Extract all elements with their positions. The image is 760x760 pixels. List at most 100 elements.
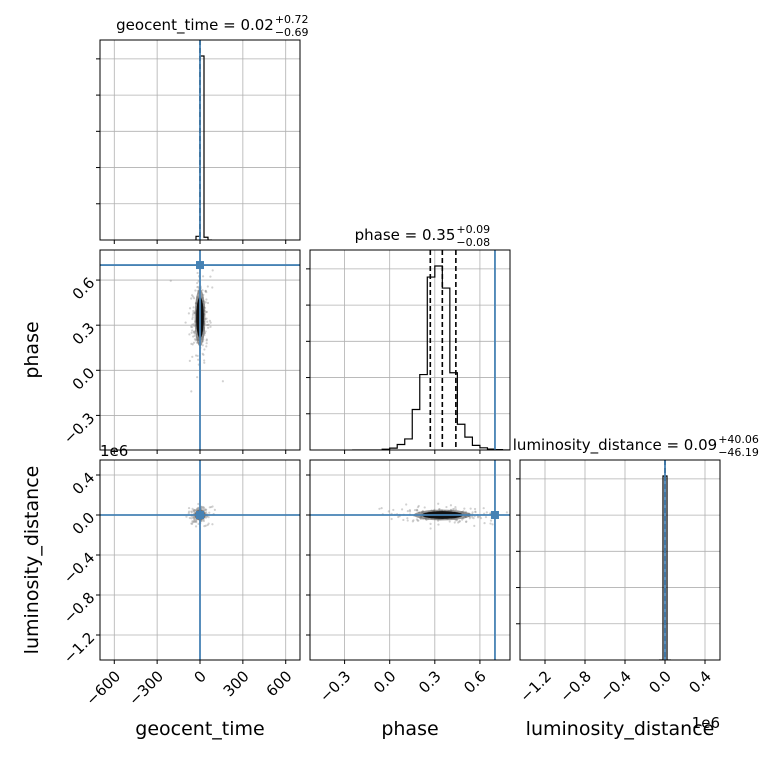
sample-point [453,521,456,524]
sample-point [405,503,408,506]
sample-point [211,269,214,272]
sample-point [193,517,196,521]
sample-point [190,325,194,329]
sample-point [193,509,196,512]
title-sub: −0.69 [275,26,309,39]
y-tick-label-luminosity_distance: 0.4 [69,469,99,499]
sample-point [192,330,196,333]
sample-point [464,520,468,523]
sample-point [472,517,475,520]
sample-point [194,339,197,342]
sample-point [411,520,414,523]
sample-point [213,508,216,511]
title-sub: −0.08 [456,236,490,249]
sample-point [206,301,210,305]
sample-point [429,522,432,526]
sample-point [205,508,208,511]
sample-point [169,279,172,282]
sample-point [205,311,208,314]
sample-point [196,376,199,379]
sample-point [188,333,191,336]
sample-point [192,341,196,344]
y-tick-label-phase: 0.3 [69,319,99,349]
sample-point [208,319,211,322]
sample-point [387,510,390,513]
sample-point [202,519,205,523]
sample-point [449,504,453,507]
title-text: phase = 0.35 [355,226,456,244]
x-tick-label-phase: 0.3 [415,667,445,697]
sample-point [197,507,200,510]
sample-point [469,507,472,510]
sample-point [208,511,211,514]
sample-point [196,285,199,289]
panel-title-geocent_time: geocent_time = 0.02 +0.72−0.69 [116,13,308,39]
sample-point [206,323,210,327]
sample-point [187,512,190,515]
sample-point [203,361,206,364]
sample-point [474,510,477,513]
sample-point [206,320,209,323]
sample-point [211,505,214,508]
sample-point [196,271,199,275]
histogram-geocent_time [195,55,212,240]
sample-point [209,325,212,328]
sample-point [206,523,209,527]
sample-point [202,353,205,356]
sample-point [485,511,488,514]
sample-point [483,522,486,525]
sample-point [478,515,481,518]
sample-point [204,290,207,293]
sample-point [221,380,224,383]
sample-point [192,517,196,520]
panel-frame [519,459,721,661]
sample-point [193,330,196,333]
sample-point [201,507,204,510]
x-tick-label-luminosity_distance: 0.0 [645,667,675,697]
truth-marker [196,511,204,519]
panel-frame [309,459,511,661]
title-sub: −46.19 [718,446,759,459]
sample-point [416,509,419,512]
sample-point [191,343,194,346]
sample-point [204,524,207,527]
panel-title-luminosity_distance: luminosity_distance = 0.09 +40.06−46.19 [513,433,759,459]
sample-point [192,515,196,519]
sample-point [445,505,448,509]
sample-point [195,508,198,512]
sample-point [457,521,460,524]
sample-point [512,511,514,513]
sample-point [193,508,196,512]
x-tick-label-geocent_time: 300 [220,667,253,700]
sample-point [203,507,206,510]
sample-point [192,306,195,309]
sample-point [205,310,208,314]
sample-point [473,507,477,511]
sample-point [205,342,208,345]
sample-point [190,331,193,334]
sample-point [191,323,194,326]
sample-point [416,519,419,522]
sample-point [205,339,208,342]
sample-point [400,508,404,511]
sample-point [204,289,207,292]
sample-point [474,511,477,514]
sample-point [194,525,198,528]
sample-point [489,522,492,525]
sample-point [193,331,196,334]
sample-point [378,507,381,510]
sample-point [412,519,415,522]
y-tick-label-luminosity_distance: −1.2 [60,629,98,667]
sample-point [191,313,194,316]
sample-point [191,520,194,523]
sample-point [207,522,210,525]
sample-point [193,334,196,337]
sample-point [196,281,199,285]
sample-point [191,355,194,358]
x-tick-label-geocent_time: 600 [263,667,296,700]
sample-point [458,520,461,523]
sample-point [380,507,383,510]
sample-point [197,285,200,288]
x-offset-label: 1e6 [692,714,720,732]
sample-point [190,325,193,328]
